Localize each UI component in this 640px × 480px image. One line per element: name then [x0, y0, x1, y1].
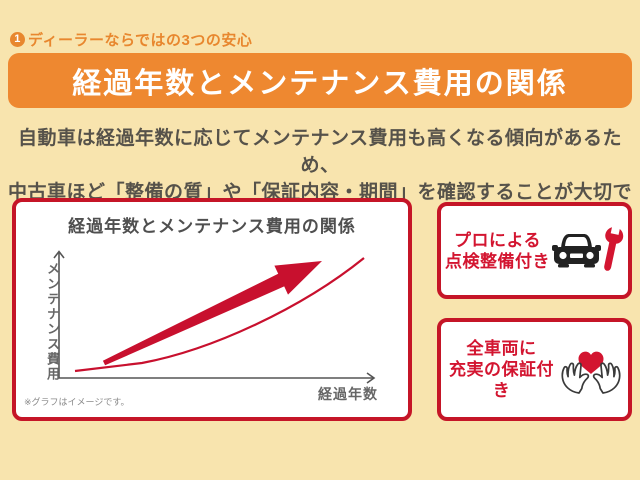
circled-one-icon: 1	[10, 31, 25, 47]
feature-card-warranty: 全車両に 充実の保証付き	[437, 318, 632, 421]
feature-warranty-label: 全車両に 充実の保証付き	[449, 339, 554, 400]
trend-arrow	[102, 261, 323, 366]
hands-icon	[561, 361, 621, 394]
intro-line-1: 自動車は経過年数に応じてメンテナンス費用も高くなる傾向があるため、	[17, 128, 623, 176]
chart-plot-area	[53, 250, 376, 384]
title-banner: 経過年数とメンテナンス費用の関係	[8, 53, 632, 108]
cost-curve	[74, 257, 365, 373]
feature-inspection-label: プロによる 点検整備付き	[445, 230, 550, 271]
y-axis-label: メンテナンス費用	[45, 262, 60, 382]
wrench-icon	[604, 224, 624, 271]
section-eyebrow: 1 ディーラーならではの3つの安心	[10, 29, 252, 49]
hands-holding-heart-icon	[561, 351, 621, 394]
eyebrow-label: ディーラーならではの3つの安心	[28, 31, 253, 49]
feature-card-inspection: プロによる 点検整備付き	[437, 202, 632, 299]
chart-title: 経過年数とメンテナンス費用の関係	[68, 217, 356, 236]
heart-icon	[578, 351, 604, 374]
x-axis-label: 経過年数	[318, 386, 378, 402]
page-title: 経過年数とメンテナンス費用の関係	[72, 67, 568, 100]
axes	[53, 250, 376, 384]
maintenance-cost-chart-card: 経過年数とメンテナンス費用の関係 メンテナンス費用 経過年数 ※グラフはイメージ…	[12, 198, 412, 421]
car-and-wrench-icon	[552, 224, 624, 271]
chart-disclaimer-note: ※グラフはイメージです。	[24, 397, 130, 407]
